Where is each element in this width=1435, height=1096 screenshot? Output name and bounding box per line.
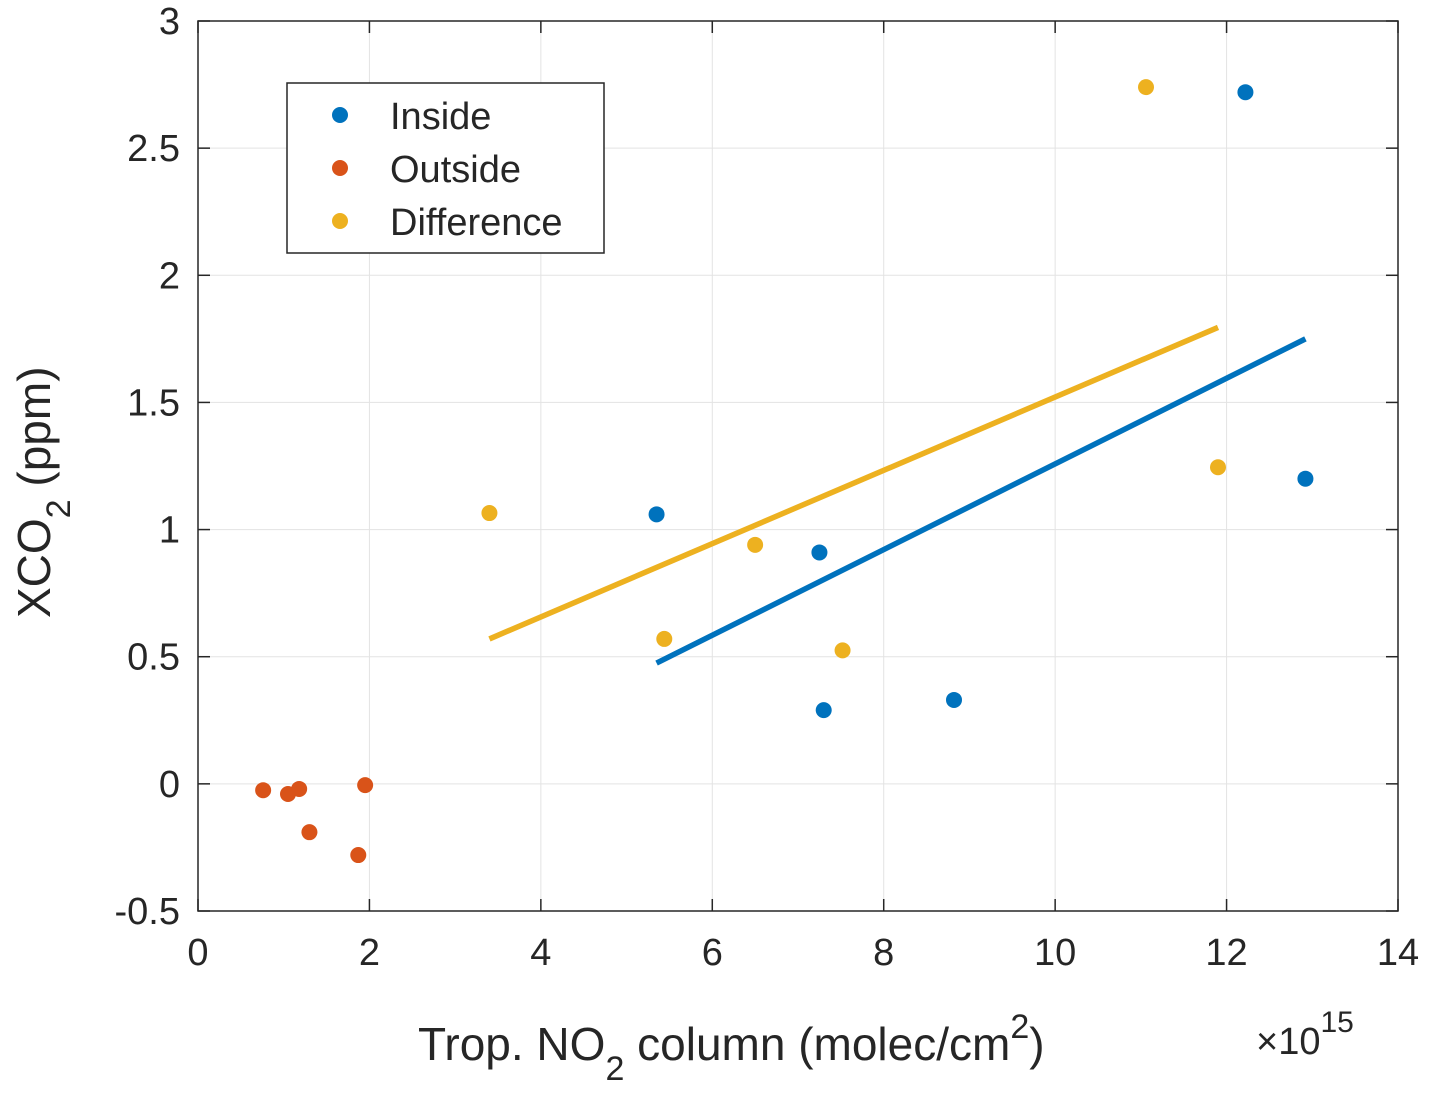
- x-axis-title: Trop. NO2 column (molec/cm2): [418, 1008, 1045, 1088]
- legend-marker-difference: [332, 213, 348, 229]
- y-tick-label: 3: [159, 1, 180, 43]
- point-inside: [1297, 470, 1314, 487]
- point-difference: [747, 536, 764, 553]
- y-tick-labels: -0.5 0 0.5 1 1.5 2 2.5 3: [115, 1, 180, 933]
- legend-label-difference: Difference: [390, 202, 563, 244]
- x-tick-label: 0: [187, 932, 208, 974]
- point-outside: [357, 777, 374, 794]
- x-tick-label: 2: [359, 932, 380, 974]
- x-tick-label: 10: [1034, 932, 1076, 974]
- fit-line-inside: [655, 336, 1307, 666]
- point-inside: [815, 702, 832, 719]
- data-points: [255, 79, 1314, 864]
- y-tick-label: 1: [159, 510, 180, 552]
- legend: Inside Outside Difference: [286, 82, 605, 254]
- legend-marker-inside: [332, 107, 348, 123]
- point-inside: [1237, 84, 1254, 101]
- y-axis-title: XCO2 (ppm): [8, 366, 78, 618]
- fit-line-difference: [488, 324, 1220, 642]
- x-tick-label: 6: [702, 932, 723, 974]
- y-tick-label: -0.5: [115, 891, 180, 933]
- point-difference: [1210, 459, 1226, 476]
- x-tick-label: 8: [873, 932, 894, 974]
- y-tick-label: 1.5: [127, 382, 180, 424]
- fit-lines: [488, 324, 1307, 666]
- x-tick-label: 14: [1377, 932, 1419, 974]
- point-difference: [481, 505, 498, 522]
- point-inside: [648, 506, 665, 523]
- point-outside: [301, 824, 318, 841]
- x-tick-labels: 0 2 4 6 8 10 12 14: [187, 932, 1419, 974]
- point-inside: [946, 691, 962, 708]
- x-axis-exponent: ×1015: [1256, 1006, 1354, 1063]
- x-tick-label: 12: [1205, 932, 1247, 974]
- y-tick-label: 2: [159, 255, 180, 297]
- point-difference: [656, 630, 673, 647]
- point-difference: [1138, 79, 1154, 96]
- legend-label-inside: Inside: [390, 96, 491, 138]
- tick-marks: [197, 20, 1399, 912]
- point-inside: [811, 544, 828, 561]
- point-outside: [350, 847, 367, 864]
- point-outside: [291, 780, 308, 797]
- y-tick-label: 0: [159, 764, 180, 806]
- axes-box: [197, 20, 1399, 912]
- y-tick-label: 0.5: [127, 637, 180, 679]
- point-difference: [834, 642, 851, 659]
- point-outside: [255, 782, 272, 799]
- legend-marker-outside: [332, 160, 348, 176]
- y-tick-label: 2.5: [127, 128, 180, 170]
- x-tick-label: 4: [530, 932, 551, 974]
- legend-label-outside: Outside: [390, 149, 521, 191]
